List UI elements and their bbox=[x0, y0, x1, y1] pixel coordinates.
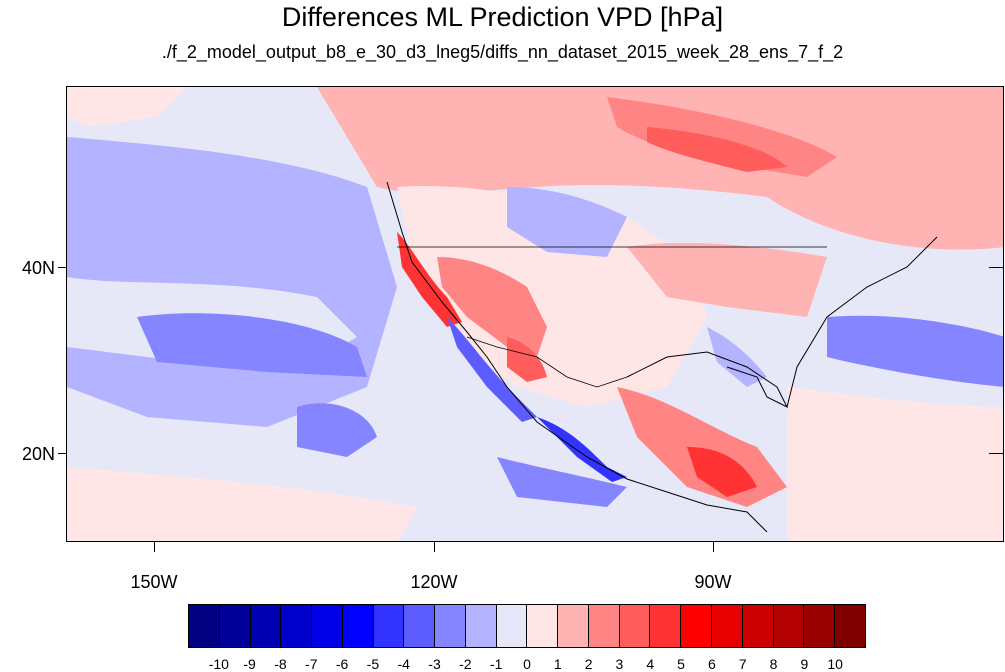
colorbar-label: -7 bbox=[305, 656, 318, 672]
colorbar-swatch bbox=[804, 605, 836, 647]
colorbar bbox=[188, 604, 866, 648]
lat-tick-40n-left bbox=[58, 267, 66, 268]
lon-tick-120w bbox=[434, 542, 435, 552]
canada-strong-positive bbox=[607, 97, 837, 177]
colorbar-label: -1 bbox=[489, 656, 503, 672]
colorbar-swatch bbox=[312, 605, 343, 647]
difference-map bbox=[67, 87, 1003, 541]
arizona-positive bbox=[507, 337, 547, 382]
colorbar-swatch bbox=[281, 605, 313, 647]
southwest-positive bbox=[437, 257, 547, 357]
colorbar-label: 8 bbox=[769, 656, 778, 672]
colorbar-swatch bbox=[496, 605, 528, 647]
colorbar-swatch bbox=[588, 605, 620, 647]
colorbar-label: 3 bbox=[615, 656, 624, 672]
north-pacific-positive bbox=[67, 87, 187, 127]
lat-label-40n: 40N bbox=[22, 258, 56, 278]
mexico-coast-strong-negative bbox=[537, 417, 627, 482]
pacific-south-negative bbox=[297, 403, 377, 457]
great-lakes-positive bbox=[627, 242, 827, 317]
colorbar-swatch bbox=[250, 605, 282, 647]
colorbar-swatch bbox=[558, 605, 589, 647]
south-pacific-positive bbox=[67, 467, 417, 541]
colorbar-swatch bbox=[342, 605, 374, 647]
colorbar-swatch bbox=[742, 605, 774, 647]
lat-label-20n: 20N bbox=[22, 444, 56, 464]
lat-tick-40n-right bbox=[989, 267, 1004, 268]
canada-peak-positive bbox=[647, 127, 787, 172]
us-mexico-border bbox=[466, 336, 628, 388]
colorbar-swatch bbox=[619, 605, 651, 647]
gulf-coastline bbox=[626, 351, 789, 409]
colorbar-swatch bbox=[219, 605, 251, 647]
colorbar-label: -9 bbox=[243, 656, 256, 672]
northern-plains-negative bbox=[507, 187, 627, 257]
atlantic-coastline bbox=[786, 236, 938, 408]
colorbar-swatch bbox=[189, 605, 220, 647]
pacific-coastline bbox=[386, 181, 768, 533]
colorbar-swatch bbox=[773, 605, 805, 647]
lat-tick-20n-right bbox=[989, 453, 1004, 454]
colorbar-swatch bbox=[835, 605, 865, 647]
map-subtitle: ./f_2_model_output_b8_e_30_d3_lneg5/diff… bbox=[161, 42, 844, 62]
colorbar-swatch bbox=[404, 605, 436, 647]
colorbar-swatch bbox=[373, 605, 405, 647]
atlantic-negative bbox=[827, 315, 1003, 387]
colorbar-swatch bbox=[527, 605, 559, 647]
colorbar-label: 10 bbox=[827, 656, 843, 672]
canada-positive-region bbox=[317, 87, 1003, 250]
colorbar-label: 1 bbox=[553, 656, 562, 672]
lon-label-90w: 90W bbox=[694, 572, 732, 592]
colorbar-swatch bbox=[435, 605, 466, 647]
gulf-negative bbox=[707, 327, 767, 387]
lat-tick-20n-left bbox=[58, 453, 66, 454]
lon-label-120w: 120W bbox=[410, 572, 458, 592]
lon-tick-150w bbox=[154, 542, 155, 552]
colorbar-label: -3 bbox=[428, 656, 441, 672]
california-strong-positive bbox=[397, 232, 462, 327]
colorbar-label: 2 bbox=[584, 656, 593, 672]
colorbar-label: -6 bbox=[335, 656, 349, 672]
lon-tick-90w bbox=[713, 542, 714, 552]
colorbar-swatch bbox=[465, 605, 497, 647]
colorbar-label: 5 bbox=[677, 656, 685, 672]
colorbar-swatch bbox=[650, 605, 682, 647]
colorbar-label: -8 bbox=[274, 656, 287, 672]
yucatan-strong-positive bbox=[687, 447, 757, 497]
pacific-moderate-negative bbox=[137, 313, 367, 377]
colorbar-swatch bbox=[712, 605, 743, 647]
lon-label-150w: 150W bbox=[130, 572, 178, 592]
colorbar-label: -2 bbox=[459, 656, 472, 672]
map-title: Differences ML Prediction VPD [hPa] bbox=[281, 2, 724, 32]
colorbar-label: -5 bbox=[366, 656, 380, 672]
colorbar-label: 0 bbox=[523, 656, 531, 672]
colorbar-label: -4 bbox=[397, 656, 410, 672]
colorbar-label: -10 bbox=[208, 656, 229, 672]
colorbar-label: 6 bbox=[708, 656, 716, 672]
colorbar-label: 4 bbox=[646, 656, 655, 672]
colorbar-label: 9 bbox=[800, 656, 809, 672]
colorbar-label: 7 bbox=[738, 656, 747, 672]
caribbean-positive bbox=[787, 387, 1003, 541]
colorbar-swatch bbox=[681, 605, 713, 647]
mexico-coast-negative bbox=[497, 457, 627, 507]
map-plot-area bbox=[66, 86, 1004, 542]
